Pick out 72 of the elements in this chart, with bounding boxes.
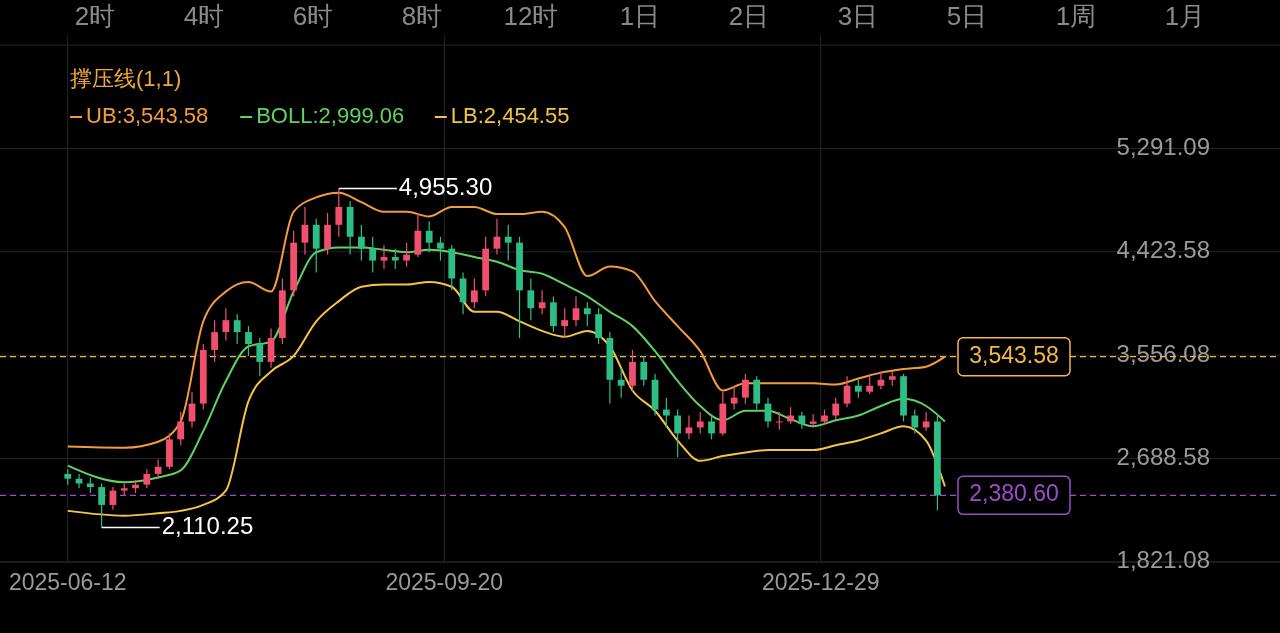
text: 3日 [837,0,879,31]
candlestick [437,236,444,262]
candlestick [640,355,648,387]
candlestick [222,307,230,342]
candlestick [211,319,218,363]
legend-title: 撑压线(1,1) [70,65,182,91]
y-tick-label: 1,821.08 [1116,546,1210,574]
candlestick [154,459,162,480]
candlestick [617,367,625,399]
candlestick [403,242,410,268]
candlestick [561,307,569,339]
candlestick [583,301,591,327]
candlestick [866,373,874,395]
text: 1日 [619,0,661,31]
candlestick [98,482,106,529]
candlestick [911,408,919,434]
text: 4时 [183,0,225,31]
candlestick [798,411,806,430]
candlestick [391,248,399,270]
y-tick-label: 3,556.08 [1116,339,1210,367]
candlestick [470,277,478,309]
ref-line-label: 3,543.58 [969,341,1059,368]
text: 1周 [1055,0,1097,31]
candlestick [877,370,885,390]
candlestick [753,375,761,411]
candlestick [233,313,241,345]
candlestick [256,337,264,377]
candlestick [414,212,422,258]
text: 6时 [292,0,334,31]
annotation: 4,955.30 [398,172,493,200]
candlestick [380,244,388,270]
candlestick [629,349,636,393]
text: 8时 [401,0,443,31]
candlestick [595,307,602,345]
candlestick [538,289,546,315]
candlestick [312,218,320,274]
candlestick [245,325,252,357]
x-tick-label: 2025-12-29 [761,569,880,595]
candlestick [832,397,840,420]
candlestick [730,385,738,411]
text: 1月 [1164,0,1206,31]
legend-label: BOLL:2,999.06 [256,102,405,128]
ref-line-label: 2,380.60 [969,480,1059,507]
x-tick-label: 2025-09-20 [385,569,504,595]
candlestick [527,277,535,321]
y-tick-label: 2,688.58 [1116,442,1210,470]
annotation: 2,110.25 [161,511,254,539]
legend-label: UB:3,543.58 [86,102,209,128]
candlestick [662,397,670,429]
candlestick [324,212,331,256]
text: 5日 [946,0,988,31]
candlestick [708,414,715,440]
candlestick [550,295,557,333]
text: 12时 [503,0,559,31]
x-tick-label: 2025-06-12 [8,569,127,595]
y-tick-label: 5,291.09 [1116,132,1210,160]
candlestick [696,411,704,434]
text: 2时 [74,0,116,31]
candlestick [358,224,365,262]
candlestick [742,373,749,405]
candlestick [369,236,377,274]
candlestick [143,468,151,489]
candlestick [177,411,185,446]
candlestick [504,224,512,262]
text: 2日 [728,0,770,31]
candlestick [922,411,930,432]
candlestick [425,220,433,253]
candlestick [674,408,682,458]
legend-label: LB:2,454.55 [450,102,570,128]
candlestick [335,187,343,238]
y-tick-label: 4,423.58 [1116,236,1210,264]
candlestick [685,414,693,440]
